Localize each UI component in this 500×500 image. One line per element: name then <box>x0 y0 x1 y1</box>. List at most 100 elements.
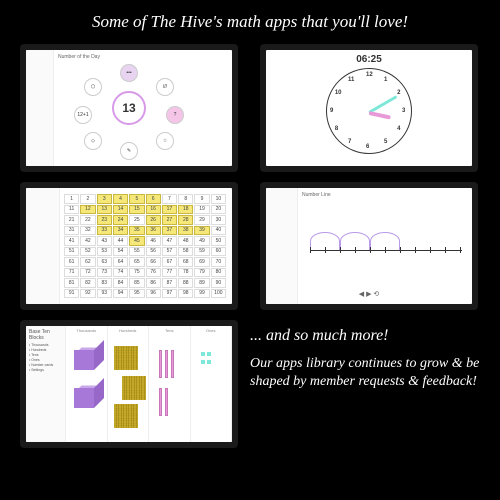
chart-cell[interactable]: 86 <box>146 278 161 288</box>
col-tens[interactable]: Tens <box>149 326 191 442</box>
chart-cell[interactable]: 89 <box>194 278 209 288</box>
chart-cell[interactable]: 27 <box>162 215 177 225</box>
chart-cell[interactable]: 93 <box>97 289 112 299</box>
chart-cell[interactable]: 16 <box>146 205 161 215</box>
chart-cell[interactable]: 5 <box>129 194 144 204</box>
chart-cell[interactable]: 45 <box>129 236 144 246</box>
app-number-line[interactable]: Number Line ◀ ▶ ⟲ <box>266 188 472 304</box>
chart-cell[interactable]: 80 <box>211 268 226 278</box>
chart-cell[interactable]: 19 <box>194 205 209 215</box>
number-line-axis[interactable] <box>310 250 462 251</box>
hour-hand[interactable] <box>369 111 391 119</box>
chart-cell[interactable]: 39 <box>194 226 209 236</box>
sidebar-item[interactable]: • Thousands <box>29 343 62 347</box>
chart-cell[interactable]: 56 <box>146 247 161 257</box>
app-hundreds-chart[interactable]: 1234567891011121314151617181920212223242… <box>26 188 232 304</box>
chart-cell[interactable]: 82 <box>80 278 95 288</box>
chart-cell[interactable]: 95 <box>129 289 144 299</box>
sidebar-item[interactable]: • Tens <box>29 353 62 357</box>
hundred-flat[interactable] <box>114 404 138 428</box>
chart-cell[interactable]: 58 <box>178 247 193 257</box>
chart-cell[interactable]: 74 <box>113 268 128 278</box>
chart-cell[interactable]: 57 <box>162 247 177 257</box>
chart-cell[interactable]: 73 <box>97 268 112 278</box>
chart-cell[interactable]: 29 <box>194 215 209 225</box>
chart-cell[interactable]: 60 <box>211 247 226 257</box>
chart-cell[interactable]: 61 <box>64 257 79 267</box>
chart-cell[interactable]: 44 <box>113 236 128 246</box>
chart-cell[interactable]: 7 <box>162 194 177 204</box>
chart-cell[interactable]: 84 <box>113 278 128 288</box>
chart-cell[interactable]: 72 <box>80 268 95 278</box>
chart-cell[interactable]: 2 <box>80 194 95 204</box>
thousand-cube[interactable] <box>74 350 94 370</box>
chart-cell[interactable]: 65 <box>129 257 144 267</box>
chart-cell[interactable]: 24 <box>113 215 128 225</box>
chart-cell[interactable]: 48 <box>178 236 193 246</box>
hundred-flat[interactable] <box>114 346 138 370</box>
chart-cell[interactable]: 3 <box>97 194 112 204</box>
thousand-cube[interactable] <box>74 388 94 408</box>
chart-cell[interactable]: 50 <box>211 236 226 246</box>
ten-rod[interactable] <box>165 350 168 378</box>
chart-cell[interactable]: 21 <box>64 215 79 225</box>
chart-cell[interactable]: 25 <box>129 215 144 225</box>
orbit-node[interactable]: 12+1 <box>74 106 92 124</box>
chart-cell[interactable]: 49 <box>194 236 209 246</box>
one-unit[interactable] <box>207 352 211 356</box>
clock-face[interactable]: 121234567891011 <box>326 68 412 154</box>
chart-cell[interactable]: 17 <box>162 205 177 215</box>
chart-cell[interactable]: 100 <box>211 289 226 299</box>
chart-cell[interactable]: 42 <box>80 236 95 246</box>
chart-cell[interactable]: 66 <box>146 257 161 267</box>
ten-rod[interactable] <box>159 388 162 416</box>
chart-cell[interactable]: 87 <box>162 278 177 288</box>
playback-controls[interactable]: ◀ ▶ ⟲ <box>359 290 380 298</box>
chart-cell[interactable]: 40 <box>211 226 226 236</box>
chart-cell[interactable]: 83 <box>97 278 112 288</box>
chart-cell[interactable]: 54 <box>113 247 128 257</box>
chart-cell[interactable]: 6 <box>146 194 161 204</box>
one-unit[interactable] <box>207 360 211 364</box>
chart-cell[interactable]: 53 <box>97 247 112 257</box>
app-clock[interactable]: 06:25 121234567891011 <box>266 50 472 166</box>
hundreds-grid[interactable]: 1234567891011121314151617181920212223242… <box>64 194 226 298</box>
chart-cell[interactable]: 96 <box>146 289 161 299</box>
orbit-node[interactable]: ◇ <box>84 132 102 150</box>
chart-cell[interactable]: 68 <box>178 257 193 267</box>
chart-cell[interactable]: 52 <box>80 247 95 257</box>
chart-cell[interactable]: 79 <box>194 268 209 278</box>
orbit-node[interactable]: ☆ <box>156 132 174 150</box>
col-ones[interactable]: Ones <box>191 326 233 442</box>
chart-cell[interactable]: 32 <box>80 226 95 236</box>
chart-cell[interactable]: 28 <box>178 215 193 225</box>
ten-rod[interactable] <box>165 388 168 416</box>
chart-cell[interactable]: 35 <box>129 226 144 236</box>
chart-cell[interactable]: 98 <box>178 289 193 299</box>
hundred-flat[interactable] <box>122 376 146 400</box>
chart-cell[interactable]: 92 <box>80 289 95 299</box>
chart-cell[interactable]: 99 <box>194 289 209 299</box>
sidebar-item[interactable]: • Settings <box>29 368 62 372</box>
chart-cell[interactable]: 14 <box>113 205 128 215</box>
chart-cell[interactable]: 34 <box>113 226 128 236</box>
chart-cell[interactable]: 77 <box>162 268 177 278</box>
chart-cell[interactable]: 64 <box>113 257 128 267</box>
chart-cell[interactable]: 12 <box>80 205 95 215</box>
col-hundreds[interactable]: Hundreds <box>108 326 150 442</box>
chart-cell[interactable]: 63 <box>97 257 112 267</box>
orbit-node[interactable]: ⬡ <box>84 78 102 96</box>
chart-cell[interactable]: 67 <box>162 257 177 267</box>
chart-cell[interactable]: 22 <box>80 215 95 225</box>
chart-cell[interactable]: 1 <box>64 194 79 204</box>
sidebar-item[interactable]: • Number cards <box>29 363 62 367</box>
ten-rod[interactable] <box>159 350 162 378</box>
sidebar-item[interactable]: • Ones <box>29 358 62 362</box>
chart-cell[interactable]: 36 <box>146 226 161 236</box>
chart-cell[interactable]: 94 <box>113 289 128 299</box>
chart-cell[interactable]: 20 <box>211 205 226 215</box>
chart-cell[interactable]: 9 <box>194 194 209 204</box>
chart-cell[interactable]: 55 <box>129 247 144 257</box>
chart-cell[interactable]: 85 <box>129 278 144 288</box>
chart-cell[interactable]: 23 <box>97 215 112 225</box>
